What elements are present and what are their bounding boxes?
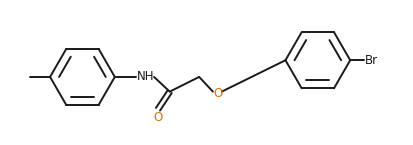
Text: O: O <box>153 111 162 124</box>
Text: NH: NH <box>137 70 154 83</box>
Text: Br: Br <box>364 54 377 67</box>
Text: O: O <box>214 87 223 100</box>
